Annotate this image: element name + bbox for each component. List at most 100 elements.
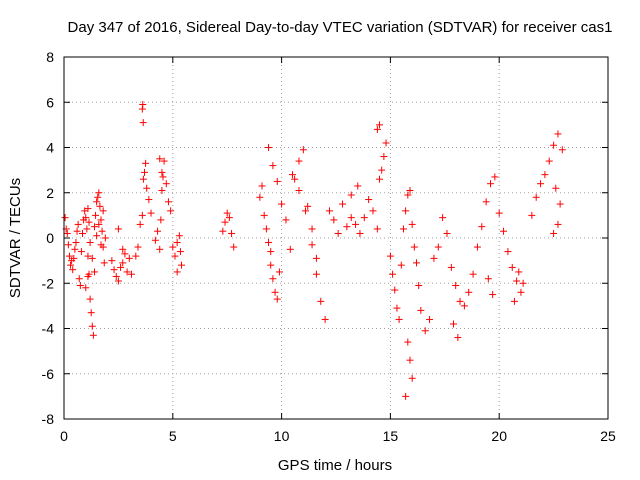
data-point — [408, 374, 416, 382]
data-point — [415, 282, 423, 290]
data-point — [73, 227, 81, 235]
data-point — [517, 288, 525, 296]
data-point — [321, 315, 329, 323]
data-point — [491, 173, 499, 181]
data-point — [173, 239, 181, 247]
data-point — [158, 168, 166, 176]
data-point — [456, 297, 464, 305]
data-point — [330, 216, 338, 224]
data-point — [439, 214, 447, 222]
y-tick-label: 6 — [46, 94, 54, 110]
data-point — [123, 268, 131, 276]
x-tick-label: 5 — [169, 428, 177, 444]
data-point — [519, 279, 527, 287]
data-point — [482, 198, 490, 206]
plot-frame — [63, 56, 609, 420]
data-point — [352, 220, 360, 228]
data-point — [78, 229, 86, 237]
data-point — [452, 282, 460, 290]
data-point — [67, 261, 75, 269]
data-point — [273, 295, 281, 303]
data-point — [304, 202, 312, 210]
data-point — [465, 288, 473, 296]
data-point — [145, 196, 153, 204]
data-point — [156, 245, 164, 253]
data-point — [504, 248, 512, 256]
data-point — [541, 171, 549, 179]
data-point — [386, 252, 394, 260]
data-point — [288, 171, 296, 179]
tick-layer: 0 5 10 15 20 25 -8 -6 -4 -2 0 2 4 6 8 — [42, 49, 616, 444]
data-point — [132, 252, 140, 260]
data-point — [308, 225, 316, 233]
data-point — [265, 239, 273, 247]
y-tick-label: -8 — [42, 411, 55, 427]
data-point — [339, 200, 347, 208]
data-point — [395, 315, 403, 323]
y-tick-label: -6 — [42, 366, 55, 382]
data-point — [410, 243, 418, 251]
data-point — [77, 248, 85, 256]
data-point — [72, 239, 80, 247]
grid-layer — [64, 57, 608, 419]
data-point — [356, 229, 364, 237]
data-point — [219, 227, 227, 235]
data-point — [162, 180, 170, 188]
data-point — [147, 209, 155, 217]
data-point — [141, 168, 149, 176]
data-point — [308, 241, 316, 249]
data-point — [142, 159, 150, 167]
data-point — [97, 216, 105, 224]
data-point — [82, 284, 90, 292]
y-tick-label: 0 — [46, 230, 54, 246]
data-point — [404, 338, 412, 346]
data-point — [380, 153, 388, 161]
data-point — [402, 207, 410, 215]
data-point — [119, 245, 127, 253]
data-point — [426, 315, 434, 323]
data-point — [397, 261, 405, 269]
data-point — [160, 157, 168, 165]
data-point — [417, 306, 425, 314]
data-point — [65, 252, 73, 260]
data-point — [90, 223, 98, 231]
data-point — [469, 270, 477, 278]
data-point — [291, 175, 299, 183]
data-point — [556, 200, 564, 208]
data-point — [399, 225, 407, 233]
data-point — [262, 225, 270, 233]
data-point — [70, 254, 78, 262]
x-tick-label: 10 — [274, 428, 290, 444]
data-point — [269, 275, 277, 283]
data-point — [117, 263, 125, 271]
data-point — [114, 225, 122, 233]
data-point — [278, 200, 286, 208]
data-points-layer — [61, 101, 566, 400]
data-point — [82, 214, 90, 222]
data-point — [178, 261, 186, 269]
data-point — [302, 207, 310, 215]
data-point — [282, 216, 290, 224]
data-point — [94, 193, 102, 201]
data-point — [317, 297, 325, 305]
data-point — [558, 146, 566, 154]
data-point — [134, 243, 142, 251]
data-point — [267, 261, 275, 269]
data-point — [354, 182, 362, 190]
data-point — [389, 270, 397, 278]
data-point — [365, 196, 373, 204]
data-point — [373, 225, 381, 233]
data-point — [550, 141, 558, 149]
data-point — [164, 198, 172, 206]
data-point — [275, 268, 283, 276]
data-point — [312, 270, 320, 278]
data-point — [95, 220, 103, 228]
data-point — [71, 245, 79, 253]
data-point — [84, 272, 92, 280]
data-point — [343, 223, 351, 231]
data-point — [138, 211, 146, 219]
data-point — [98, 227, 106, 235]
data-point — [225, 214, 233, 222]
y-axis-label: SDTVAR / TECUs — [7, 178, 24, 298]
